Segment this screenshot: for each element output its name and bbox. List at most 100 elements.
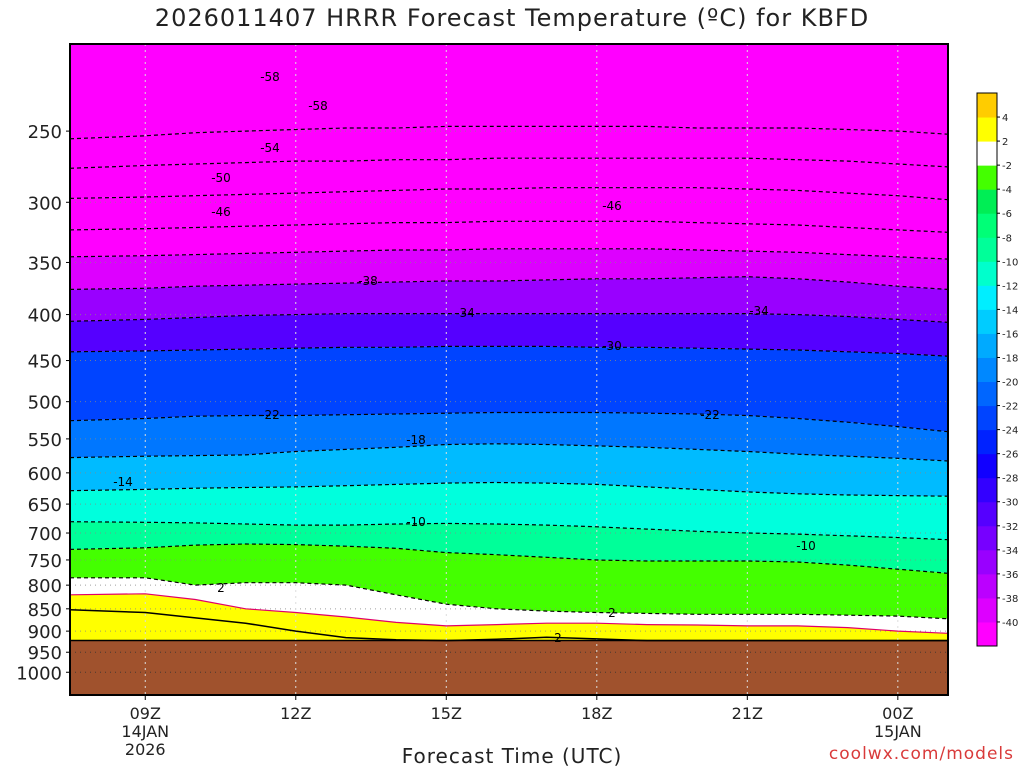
temperature-band bbox=[70, 158, 948, 200]
colorbar-tick-label: -12 bbox=[1002, 281, 1018, 292]
temperature-band bbox=[70, 443, 948, 497]
y-tick-label: 300 bbox=[28, 193, 62, 214]
isotherm-line bbox=[70, 345, 948, 357]
isotherm-contours bbox=[70, 125, 948, 642]
temperature-band bbox=[70, 593, 948, 641]
colorbar-swatch bbox=[977, 573, 997, 599]
contour-label: -30 bbox=[602, 339, 622, 353]
temperature-band bbox=[70, 544, 948, 619]
credit-text: coolwx.com/models bbox=[828, 744, 1014, 764]
temperature-band bbox=[70, 248, 948, 290]
colorbar-swatch bbox=[977, 213, 997, 238]
contour-label: -38 bbox=[358, 274, 378, 288]
colorbar-tick-label: -38 bbox=[1002, 594, 1018, 605]
colorbar-swatch bbox=[977, 549, 997, 575]
y-tick-label: 400 bbox=[28, 306, 62, 327]
colorbar-tick-label: -22 bbox=[1002, 402, 1018, 413]
colorbar-swatch bbox=[977, 405, 997, 431]
isotherm-line bbox=[70, 521, 948, 541]
temperature-band bbox=[70, 412, 948, 461]
isotherm-line bbox=[70, 313, 948, 323]
colorbar-tick-label: -30 bbox=[1002, 498, 1018, 509]
colorbar-tick-label: -36 bbox=[1002, 570, 1018, 581]
colorbar-tick-label: -20 bbox=[1002, 378, 1018, 389]
temperature-band bbox=[70, 482, 948, 540]
y-tick-label: 350 bbox=[28, 253, 62, 274]
colorbar-swatch bbox=[977, 357, 997, 383]
contour-label: -34 bbox=[455, 306, 475, 320]
x-axis-label: Forecast Time (UTC) bbox=[401, 744, 623, 768]
y-tick-label: 600 bbox=[28, 464, 62, 485]
contour-label: 2 bbox=[217, 581, 225, 595]
temperature-band bbox=[70, 346, 948, 432]
isotherm-line bbox=[70, 157, 948, 169]
y-axis: 2503003504004505005506006507007508008509… bbox=[16, 122, 70, 684]
y-tick-label: 250 bbox=[28, 122, 62, 143]
y-tick-label: 900 bbox=[28, 622, 62, 643]
y-tick-label: 800 bbox=[28, 576, 62, 597]
isotherm-line bbox=[70, 220, 948, 233]
contour-label: -10 bbox=[796, 539, 816, 553]
contour-label: -58 bbox=[260, 70, 280, 84]
colorbar-tick-label: -34 bbox=[1002, 546, 1018, 557]
contour-label: 2 bbox=[554, 631, 562, 645]
isotherm-line bbox=[70, 411, 948, 433]
x-tick-label: 2026 bbox=[125, 740, 166, 759]
x-tick-label: 00Z bbox=[882, 704, 913, 723]
temperature-band bbox=[70, 577, 948, 634]
temperature-band bbox=[70, 221, 948, 260]
colorbar-tick-label: 2 bbox=[1002, 137, 1008, 148]
contour-label: -34 bbox=[749, 304, 769, 318]
colorbar-legend: -40-38-36-34-32-30-28-26-24-22-20-18-16-… bbox=[976, 92, 1018, 647]
colorbar-swatch bbox=[977, 261, 997, 286]
isotherm-line bbox=[70, 481, 948, 497]
y-tick-label: 750 bbox=[28, 551, 62, 572]
colorbar-swatch bbox=[977, 285, 997, 310]
plot-frame bbox=[69, 43, 949, 696]
ground-fill bbox=[70, 640, 948, 695]
y-tick-label: 850 bbox=[28, 600, 62, 621]
isotherm-line bbox=[70, 608, 948, 642]
contour-label: -14 bbox=[113, 475, 133, 489]
colorbar-tick-label: -10 bbox=[1002, 257, 1018, 268]
y-tick-label: 500 bbox=[28, 393, 62, 414]
isotherm-line bbox=[70, 276, 948, 290]
colorbar-swatch bbox=[977, 117, 997, 142]
contour-label: -22 bbox=[260, 408, 280, 422]
colorbar-tick-label: -28 bbox=[1002, 474, 1018, 485]
colorbar-swatch bbox=[977, 333, 997, 358]
colorbar-swatch bbox=[977, 621, 997, 647]
temperature-bands bbox=[70, 44, 948, 695]
temperature-band bbox=[70, 44, 948, 139]
y-tick-label: 450 bbox=[28, 352, 62, 373]
chart-title: 2026011407 HRRR Forecast Temperature (ºC… bbox=[154, 4, 870, 32]
colorbar-swatch bbox=[977, 525, 997, 551]
contour-label: -58 bbox=[308, 99, 328, 113]
isotherm-line bbox=[70, 593, 948, 634]
contour-label: -46 bbox=[211, 205, 231, 219]
colorbar-tick-label: 4 bbox=[1002, 113, 1008, 124]
colorbar-tick-label: -2 bbox=[1002, 161, 1012, 172]
temperature-band bbox=[70, 187, 948, 233]
y-tick-label: 700 bbox=[28, 524, 62, 545]
colorbar-swatch bbox=[977, 429, 997, 455]
colorbar-swatch bbox=[977, 165, 997, 190]
y-tick-label: 950 bbox=[28, 643, 62, 664]
x-tick-label: 15JAN bbox=[874, 722, 922, 741]
contour-label: -46 bbox=[602, 199, 622, 213]
colorbar-swatch bbox=[977, 453, 997, 479]
contour-label: 2 bbox=[608, 606, 616, 620]
colorbar-swatch bbox=[977, 501, 997, 527]
colorbar-tick-label: -18 bbox=[1002, 353, 1018, 364]
temperature-band bbox=[70, 313, 948, 357]
colorbar-swatch bbox=[977, 237, 997, 262]
contour-labels: -58 -58 -54 -50 -46 -46 -38 -34 -34 -30 -22 -22 -18 -… bbox=[113, 70, 816, 645]
colorbar-tick-label: -32 bbox=[1002, 522, 1018, 533]
isotherm-line bbox=[70, 125, 948, 140]
colorbar-swatch bbox=[977, 309, 997, 334]
isotherm-line bbox=[70, 248, 948, 260]
contour-label: -50 bbox=[211, 171, 231, 185]
grid-lines bbox=[70, 44, 948, 695]
x-tick-label: 21Z bbox=[732, 704, 763, 723]
